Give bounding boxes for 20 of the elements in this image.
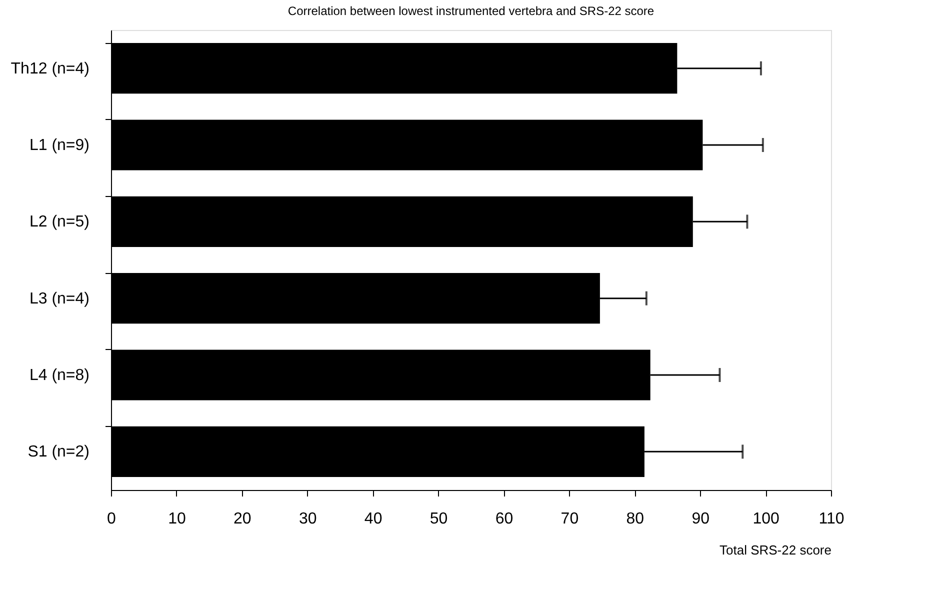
x-tick-label: 110 [818, 510, 844, 528]
y-tick-label: S1 (n=2) [28, 444, 90, 461]
y-tick-label: Th12 (n=4) [10, 60, 90, 78]
x-tick-label: 0 [107, 510, 116, 528]
x-tick-label: 70 [560, 510, 579, 528]
x-tick-label: 90 [692, 510, 710, 528]
x-tick-label: 100 [752, 510, 780, 528]
x-tick-label: 80 [626, 510, 644, 528]
x-tick-label: 30 [298, 510, 317, 528]
x-tick-label: 60 [495, 510, 514, 528]
x-tick-label: 10 [168, 510, 186, 528]
y-tick-label: L4 (n=8) [29, 367, 90, 384]
x-tick-label: 40 [364, 510, 382, 528]
x-tick-label: 50 [430, 510, 448, 528]
y-tick-label: L3 (n=4) [29, 290, 90, 308]
x-tick-label: 20 [234, 510, 252, 528]
y-tick-label: L1 (n=9) [29, 137, 90, 154]
x-axis-title: Total SRS-22 score [720, 542, 832, 558]
chart-title: Correlation between lowest instrumented vertebra and SRS-22 score [288, 4, 654, 18]
y-tick-label: L2 (n=5) [29, 214, 90, 231]
